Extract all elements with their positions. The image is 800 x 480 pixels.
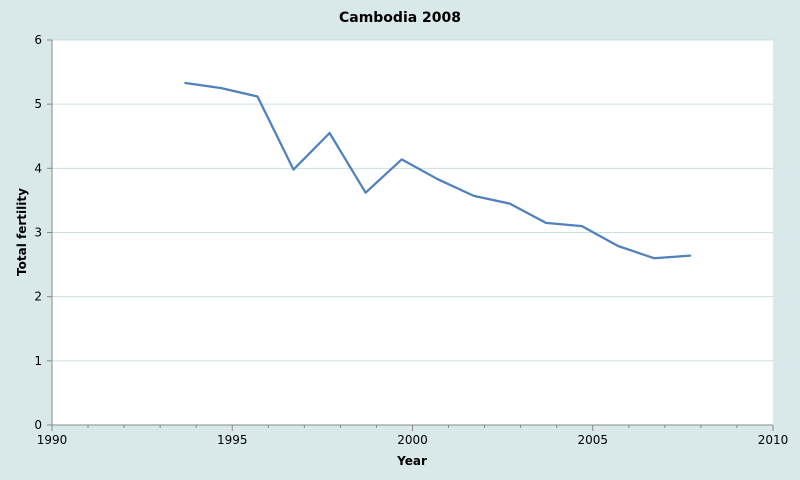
data-point bbox=[220, 87, 223, 90]
data-point bbox=[256, 95, 259, 98]
y-tick-label: 6 bbox=[34, 33, 42, 47]
data-point bbox=[508, 202, 511, 205]
tick-labels: 0 1 2 3 4 5 6 1990 1995 2000 2005 2010 bbox=[34, 33, 788, 447]
x-tick-label: 2005 bbox=[577, 433, 608, 447]
axes bbox=[47, 39, 774, 431]
data-point bbox=[544, 221, 547, 224]
data-point bbox=[653, 257, 656, 260]
x-tick-label: 2000 bbox=[397, 433, 428, 447]
y-tick-label: 3 bbox=[34, 226, 42, 240]
data-point bbox=[328, 132, 331, 135]
data-point bbox=[580, 225, 583, 228]
data-point bbox=[616, 244, 619, 247]
x-axis-label: Year bbox=[396, 454, 427, 468]
data-point bbox=[436, 178, 439, 181]
data-point bbox=[292, 168, 295, 171]
data-point bbox=[689, 254, 692, 257]
data-point bbox=[184, 81, 187, 84]
y-tick-label: 4 bbox=[34, 161, 42, 175]
data-point bbox=[472, 194, 475, 197]
data-point bbox=[364, 191, 367, 194]
y-axis-label: Total fertility bbox=[15, 188, 29, 276]
data-point bbox=[400, 158, 403, 161]
y-tick-label: 2 bbox=[34, 290, 42, 304]
series-line bbox=[184, 81, 692, 260]
x-tick-label: 1990 bbox=[37, 433, 68, 447]
chart-title: Cambodia 2008 bbox=[339, 10, 461, 26]
y-tick-label: 5 bbox=[34, 97, 42, 111]
x-tick-label: 2010 bbox=[758, 433, 789, 447]
y-tick-label: 0 bbox=[34, 418, 42, 432]
x-tick-label: 1995 bbox=[217, 433, 248, 447]
y-tick-label: 1 bbox=[34, 354, 42, 368]
gridlines bbox=[52, 39, 773, 362]
series-layer bbox=[184, 81, 692, 260]
